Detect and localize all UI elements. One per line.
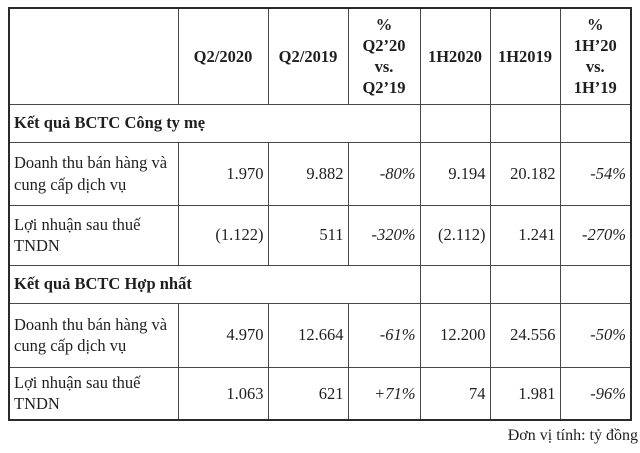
- pct-cell: -270%: [559, 204, 632, 266]
- table-row-parent-revenue: Doanh thu bán hàng và cung cấp dịch vụ 1…: [8, 141, 632, 206]
- empty-cell: [419, 264, 491, 304]
- empty-cell: [489, 264, 561, 304]
- col-header-1h2019: 1H2019: [489, 7, 561, 105]
- value-cell: 12.200: [419, 302, 491, 368]
- empty-cell: [559, 103, 632, 143]
- financial-results-table: Q2/2020 Q2/2019 % Q2’20 vs. Q2’19 1H2020…: [8, 7, 632, 421]
- row-label: Lợi nhuận sau thuế TNDN: [8, 204, 179, 266]
- value-cell: 1.241: [489, 204, 561, 266]
- table-row-consolidated-profit: Lợi nhuận sau thuế TNDN 1.063 621 +71% 7…: [8, 366, 632, 421]
- value-cell: 1.063: [177, 366, 269, 421]
- section-row-consolidated: Kết quả BCTC Hợp nhất: [8, 264, 632, 304]
- empty-cell: [419, 103, 491, 143]
- col-header-pct-q2: % Q2’20 vs. Q2’19: [347, 7, 421, 105]
- value-cell: 621: [267, 366, 349, 421]
- value-cell: 4.970: [177, 302, 269, 368]
- value-cell: (2.112): [419, 204, 491, 266]
- pct-cell: -320%: [347, 204, 421, 266]
- pct-cell: +71%: [347, 366, 421, 421]
- value-cell: 511: [267, 204, 349, 266]
- value-cell: 1.970: [177, 141, 269, 206]
- section-title-consolidated: Kết quả BCTC Hợp nhất: [8, 264, 421, 304]
- col-header-pct-1h: % 1H’20 vs. 1H’19: [559, 7, 632, 105]
- unit-note: Đơn vị tính: tỷ đồng: [507, 427, 638, 444]
- value-cell: 9.882: [267, 141, 349, 206]
- pct-cell: -54%: [559, 141, 632, 206]
- col-header-q2-2019: Q2/2019: [267, 7, 349, 105]
- header-row: Q2/2020 Q2/2019 % Q2’20 vs. Q2’19 1H2020…: [8, 7, 632, 105]
- value-cell: 9.194: [419, 141, 491, 206]
- value-cell: 24.556: [489, 302, 561, 368]
- value-cell: 20.182: [489, 141, 561, 206]
- row-label: Doanh thu bán hàng và cung cấp dịch vụ: [8, 302, 179, 368]
- section-row-parent-company: Kết quả BCTC Công ty mẹ: [8, 103, 632, 143]
- value-cell: 1.981: [489, 366, 561, 421]
- corner-empty-cell: [8, 7, 179, 105]
- row-label: Doanh thu bán hàng và cung cấp dịch vụ: [8, 141, 179, 206]
- table-row-consolidated-revenue: Doanh thu bán hàng và cung cấp dịch vụ 4…: [8, 302, 632, 368]
- section-title-parent-company: Kết quả BCTC Công ty mẹ: [8, 103, 421, 143]
- pct-cell: -96%: [559, 366, 632, 421]
- table-wrapper: Q2/2020 Q2/2019 % Q2’20 vs. Q2’19 1H2020…: [8, 7, 640, 445]
- table-row-parent-profit: Lợi nhuận sau thuế TNDN (1.122) 511 -320…: [8, 204, 632, 266]
- pct-cell: -61%: [347, 302, 421, 368]
- value-cell: 74: [419, 366, 491, 421]
- row-label: Lợi nhuận sau thuế TNDN: [8, 366, 179, 421]
- value-cell: (1.122): [177, 204, 269, 266]
- pct-cell: -80%: [347, 141, 421, 206]
- empty-cell: [489, 103, 561, 143]
- col-header-q2-2020: Q2/2020: [177, 7, 269, 105]
- empty-cell: [559, 264, 632, 304]
- value-cell: 12.664: [267, 302, 349, 368]
- pct-cell: -50%: [559, 302, 632, 368]
- col-header-1h2020: 1H2020: [419, 7, 491, 105]
